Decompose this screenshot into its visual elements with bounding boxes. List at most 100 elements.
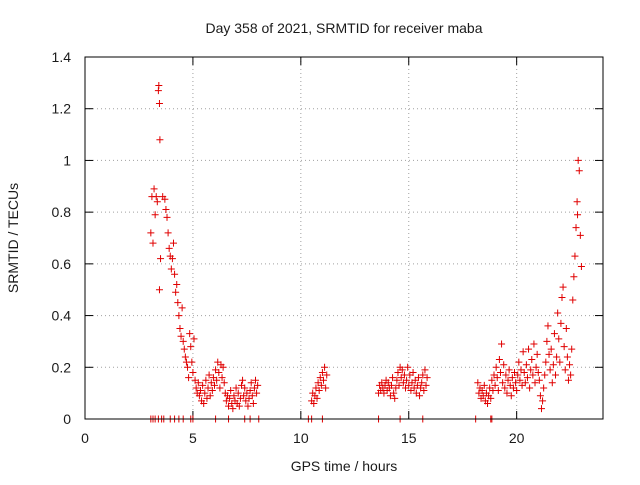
- data-point: [505, 366, 513, 374]
- data-point: [520, 368, 528, 376]
- y-tick-label: 1.2: [52, 101, 72, 117]
- y-tick-label: 1: [63, 152, 71, 168]
- data-point: [500, 361, 508, 369]
- data-point: [244, 402, 252, 410]
- data-point: [484, 399, 492, 407]
- data-point: [165, 244, 173, 252]
- data-point: [149, 239, 157, 247]
- data-point: [394, 368, 402, 376]
- data-point: [211, 381, 218, 389]
- data-point: [248, 392, 256, 400]
- x-tick-label: 5: [189, 430, 197, 446]
- data-point: [525, 345, 533, 353]
- data-point: [550, 330, 558, 338]
- data-point: [246, 387, 254, 395]
- data-point: [317, 381, 325, 389]
- x-tick-label: 10: [293, 430, 309, 446]
- data-point: [175, 312, 183, 320]
- data-point: [192, 384, 200, 392]
- data-point: [496, 368, 504, 376]
- chart-title: Day 358 of 2021, SRMTID for receiver mab…: [205, 20, 482, 36]
- data-point: [537, 405, 545, 413]
- data-point: [205, 371, 213, 379]
- data-point: [174, 299, 182, 307]
- data-point: [487, 394, 495, 402]
- data-point: [540, 384, 548, 392]
- data-point: [513, 387, 521, 395]
- data-point: [567, 371, 575, 379]
- data-point: [247, 379, 255, 387]
- data-point: [494, 387, 502, 395]
- data-point: [534, 368, 542, 376]
- data-points: [147, 81, 585, 423]
- data-point: [171, 270, 179, 278]
- data-point: [241, 384, 249, 392]
- data-point: [502, 371, 510, 379]
- y-tick-label: 0: [63, 411, 71, 427]
- data-point: [189, 368, 197, 376]
- data-point: [478, 387, 486, 395]
- data-point: [556, 358, 564, 366]
- data-point: [555, 335, 563, 343]
- data-point: [201, 389, 209, 397]
- data-point: [561, 366, 569, 374]
- data-point: [557, 319, 565, 327]
- data-point: [529, 371, 537, 379]
- data-point: [190, 335, 198, 343]
- y-tick-label: 0.4: [52, 308, 72, 324]
- data-point: [491, 381, 499, 389]
- data-point: [541, 371, 549, 379]
- data-point: [423, 374, 431, 382]
- data-point: [528, 356, 536, 364]
- y-tick-label: 0.2: [52, 359, 72, 375]
- data-point: [180, 345, 188, 353]
- data-point: [572, 224, 580, 232]
- data-point: [315, 387, 323, 395]
- data-point: [213, 376, 221, 384]
- data-point: [495, 356, 503, 364]
- data-point: [181, 353, 189, 361]
- data-point: [515, 358, 523, 366]
- data-point: [508, 374, 516, 382]
- data-point: [185, 374, 193, 382]
- data-point: [409, 368, 417, 376]
- data-point: [319, 376, 327, 384]
- data-point: [161, 195, 169, 203]
- data-point: [516, 376, 524, 384]
- data-point: [178, 304, 186, 312]
- data-point: [535, 376, 543, 384]
- data-point: [553, 353, 561, 361]
- data-point: [184, 363, 192, 371]
- data-point: [206, 392, 214, 400]
- data-point: [313, 394, 321, 402]
- data-point: [229, 405, 237, 413]
- data-point: [522, 361, 530, 369]
- data-point: [521, 379, 529, 387]
- data-point: [562, 325, 570, 332]
- data-point: [176, 325, 184, 332]
- y-tick-label: 0.8: [52, 204, 72, 220]
- data-point: [199, 381, 207, 389]
- data-point: [548, 379, 556, 387]
- data-point: [323, 371, 331, 379]
- data-point: [387, 381, 395, 389]
- data-point: [575, 167, 583, 175]
- data-point: [492, 363, 500, 371]
- data-point: [230, 392, 238, 400]
- data-point: [163, 213, 171, 221]
- data-point: [533, 350, 541, 358]
- x-axis-label: GPS time / hours: [291, 458, 398, 474]
- data-point: [164, 229, 172, 237]
- data-point: [393, 376, 401, 384]
- data-point: [530, 340, 538, 348]
- data-point: [571, 252, 579, 260]
- data-point: [418, 379, 426, 387]
- data-point: [564, 376, 572, 384]
- data-point: [152, 193, 160, 201]
- data-point: [480, 381, 488, 389]
- data-point: [421, 366, 429, 374]
- data-point: [566, 361, 574, 369]
- data-point: [563, 353, 571, 361]
- data-point: [543, 337, 551, 345]
